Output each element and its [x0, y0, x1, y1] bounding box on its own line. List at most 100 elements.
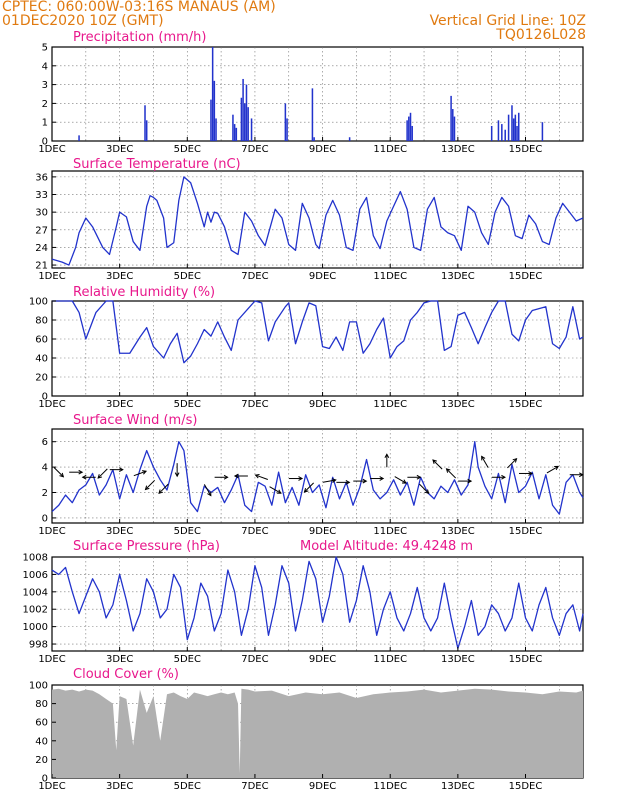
- x-tick-label: 9DEC: [309, 526, 336, 537]
- plot-frame: [51, 556, 584, 652]
- x-tick-label: 5DEC: [174, 654, 201, 665]
- wind-arrow-head: [362, 478, 368, 484]
- wind-arrow-head: [432, 459, 437, 464]
- precip-bar: [242, 78, 244, 141]
- header-location: CPTEC: 060:00W-03:16S MANAUS (AM): [2, 0, 276, 15]
- x-tick-label: 7DEC: [241, 399, 268, 410]
- wind-arrow: [491, 474, 506, 480]
- plot-frame: [51, 428, 584, 524]
- series-line: [52, 300, 584, 364]
- y-tick-label: 36: [35, 172, 48, 183]
- wind-arrow: [546, 465, 560, 474]
- wind-arrow-head: [345, 479, 351, 485]
- wind-arrow: [322, 478, 337, 483]
- y-tick-label: 60: [35, 335, 48, 346]
- wind-arrow-head: [467, 478, 473, 484]
- y-tick-label: 27: [35, 225, 48, 236]
- wind-arrow-head: [401, 479, 407, 484]
- wind-arrows: [53, 453, 584, 497]
- wind-arrow: [254, 473, 268, 480]
- x-tick-label: 9DEC: [309, 144, 336, 155]
- wind-arrow-head: [119, 467, 124, 473]
- wind-arrow-shaft: [158, 483, 169, 494]
- y-tick-label: 80: [35, 316, 48, 327]
- x-tick-label: 11DEC: [373, 144, 407, 155]
- wind-arrow-head: [578, 472, 584, 478]
- x-tick-label: 13DEC: [441, 526, 475, 537]
- precip-bar: [247, 107, 249, 141]
- chart-panel-4: 0 2 4 6 1DEC 3DEC 5DEC 7DEC 9DEC 11DEC 13DEC 15DEC S…: [38, 413, 584, 537]
- x-tick-label: 3DEC: [106, 654, 133, 665]
- wind-arrow-shaft: [145, 479, 156, 490]
- wind-arrow: [407, 474, 422, 480]
- precip-bar: [245, 84, 248, 141]
- wind-arrow-head: [233, 473, 239, 479]
- wind-arrow: [353, 478, 368, 484]
- chart-title: Surface Pressure (hPa): [73, 539, 220, 554]
- wind-arrow-head: [254, 473, 260, 479]
- header-code: TQ0126L028: [496, 27, 586, 43]
- wind-arrow: [53, 467, 65, 478]
- y-tick-label: 1006: [23, 570, 48, 581]
- series-line: [51, 441, 584, 515]
- precip-bar: [348, 137, 351, 141]
- precip-bar: [210, 99, 212, 141]
- y-tick-label: 20: [35, 755, 48, 766]
- wind-arrow-head: [276, 489, 282, 494]
- y-tick-label: 2: [42, 488, 48, 499]
- precip-bar: [144, 105, 146, 141]
- chart-title: Surface Temperature (nC): [73, 157, 241, 172]
- wind-arrow: [158, 483, 169, 495]
- wind-arrow: [445, 468, 457, 479]
- precip-bar: [411, 125, 413, 141]
- wind-arrow: [144, 479, 156, 491]
- y-tick-label: 30: [35, 208, 48, 219]
- wind-arrow-head: [298, 476, 304, 481]
- x-tick-label: 1DEC: [38, 526, 65, 537]
- x-tick-label: 5DEC: [174, 781, 201, 792]
- wind-arrow: [394, 476, 407, 484]
- y-tick-label: 5: [42, 43, 48, 54]
- precip-bar: [517, 112, 520, 141]
- wind-arrow: [336, 479, 351, 485]
- x-tick-label: 11DEC: [373, 526, 407, 537]
- plot-frame: [51, 46, 584, 142]
- wind-arrow-shaft: [97, 468, 108, 479]
- x-tick-label: 13DEC: [441, 781, 475, 792]
- chart-panel-1: 0 1 2 3 4 5 1DEC 3DEC 5DEC 7DEC 9DEC 11DEC 13DEC 15DE…: [38, 30, 584, 155]
- chart-annotation: Model Altitude: 49.4248 m: [300, 539, 473, 554]
- y-tick-label: 4: [42, 463, 48, 474]
- precip-bar: [511, 105, 513, 141]
- x-tick-label: 9DEC: [309, 399, 336, 410]
- wind-arrow: [203, 484, 212, 497]
- x-tick-label: 13DEC: [441, 271, 475, 282]
- y-tick-label: 3: [42, 80, 48, 91]
- wind-arrow: [269, 486, 282, 494]
- x-tick-label: 9DEC: [309, 654, 336, 665]
- wind-arrow-head: [97, 474, 103, 479]
- precip-bar: [284, 103, 287, 141]
- wind-arrow-shaft: [203, 484, 212, 496]
- x-tick-label: 1DEC: [38, 144, 65, 155]
- precip-bar: [145, 120, 148, 141]
- precip-bar: [507, 114, 510, 141]
- y-tick-label: 100: [29, 681, 48, 692]
- y-tick-label: 40: [35, 354, 48, 365]
- wind-arrow-head: [81, 474, 87, 480]
- precip-bar: [504, 129, 506, 141]
- x-tick-label: 15DEC: [509, 144, 543, 155]
- wind-arrow: [432, 459, 443, 470]
- chart-title: Precipitation (mm/h): [73, 30, 206, 45]
- wind-arrow: [233, 473, 248, 479]
- wind-arrow-head: [174, 472, 180, 478]
- wind-arrow-head: [59, 472, 65, 478]
- y-tick-label: 1: [42, 118, 48, 129]
- precip-bar: [409, 112, 412, 141]
- precip-bar: [452, 109, 454, 141]
- precip-bar: [286, 118, 288, 141]
- wind-arrow-head: [158, 489, 163, 495]
- y-tick-label: 2: [42, 99, 48, 110]
- wind-arrow-head: [528, 471, 534, 476]
- wind-arrow: [419, 483, 430, 495]
- precip-bar: [311, 88, 314, 141]
